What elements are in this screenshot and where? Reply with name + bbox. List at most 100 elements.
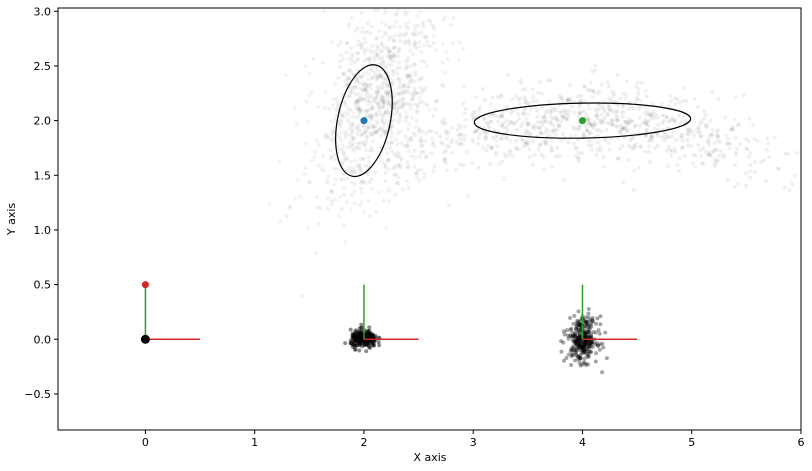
particle: [381, 131, 386, 136]
particle: [549, 148, 554, 153]
particle: [607, 121, 612, 126]
particle: [582, 84, 587, 89]
particle: [582, 340, 587, 345]
particle: [650, 101, 655, 106]
particle: [596, 106, 601, 111]
particle: [583, 342, 588, 347]
particle: [375, 90, 380, 95]
particle: [374, 53, 379, 58]
particle: [354, 78, 359, 83]
particle: [414, 41, 418, 46]
particle: [441, 121, 446, 126]
particle: [350, 57, 355, 62]
particle: [561, 115, 566, 119]
particle: [583, 326, 588, 331]
particle: [419, 30, 424, 35]
particle: [359, 339, 364, 344]
particle: [621, 91, 626, 96]
particle: [535, 124, 540, 129]
particle: [373, 130, 378, 135]
particle: [377, 108, 382, 113]
particle: [406, 84, 411, 88]
particle: [461, 46, 466, 51]
particle: [669, 153, 674, 158]
particle: [634, 141, 639, 146]
particle: [748, 169, 752, 174]
particle: [578, 334, 583, 339]
particle: [366, 333, 371, 337]
particle: [365, 341, 370, 346]
particle: [329, 188, 334, 193]
particle: [387, 92, 392, 97]
particle: [542, 131, 547, 136]
particle: [311, 57, 316, 61]
particle: [350, 181, 355, 185]
particle: [759, 160, 764, 165]
particle: [583, 330, 588, 335]
particle: [576, 309, 581, 314]
particle: [357, 337, 362, 342]
particle: [392, 105, 396, 110]
particle: [492, 127, 497, 132]
particle: [350, 169, 355, 174]
particle: [363, 148, 368, 152]
particle: [374, 66, 379, 71]
particle: [413, 86, 418, 91]
particle: [575, 335, 580, 340]
particle: [594, 321, 598, 326]
particle: [576, 335, 581, 340]
particle: [421, 149, 426, 154]
particle: [359, 140, 364, 145]
particle: [589, 339, 594, 344]
particle: [401, 84, 406, 89]
particle: [370, 334, 375, 339]
particle: [307, 93, 312, 98]
particle: [363, 342, 368, 347]
particle: [515, 127, 519, 132]
particle: [412, 62, 417, 67]
particle: [381, 96, 386, 101]
particle: [374, 119, 379, 124]
particle: [336, 43, 341, 48]
particle: [599, 82, 604, 87]
particle: [394, 101, 399, 106]
particle: [703, 150, 708, 155]
particle: [439, 140, 444, 145]
particle: [333, 166, 338, 171]
particle: [391, 113, 396, 118]
particle: [705, 125, 710, 130]
particle: [503, 154, 508, 159]
particle: [356, 50, 361, 55]
particle: [673, 149, 678, 154]
particle: [568, 327, 573, 332]
particle: [561, 340, 566, 345]
particle: [328, 137, 333, 142]
particle: [344, 130, 349, 135]
particle: [386, 102, 391, 107]
particle: [587, 107, 592, 111]
particle: [345, 107, 350, 111]
particle: [359, 29, 364, 34]
particle: [379, 74, 384, 79]
particle: [489, 145, 494, 150]
particle: [458, 137, 463, 142]
particle: [628, 138, 632, 143]
particle: [356, 107, 361, 112]
particle: [351, 345, 355, 349]
particle: [355, 340, 360, 344]
particle: [374, 36, 379, 41]
particle: [591, 88, 596, 93]
particle: [402, 88, 407, 93]
particle: [423, 35, 428, 40]
particle: [363, 87, 368, 92]
particle: [573, 340, 578, 345]
particle: [380, 125, 385, 130]
particle: [357, 98, 362, 102]
particle: [483, 135, 488, 140]
particle: [385, 91, 390, 96]
y-tick-label: 2.0: [34, 115, 52, 128]
particle: [303, 166, 308, 171]
particle: [481, 145, 486, 150]
particle: [618, 147, 623, 152]
particle: [368, 330, 373, 335]
